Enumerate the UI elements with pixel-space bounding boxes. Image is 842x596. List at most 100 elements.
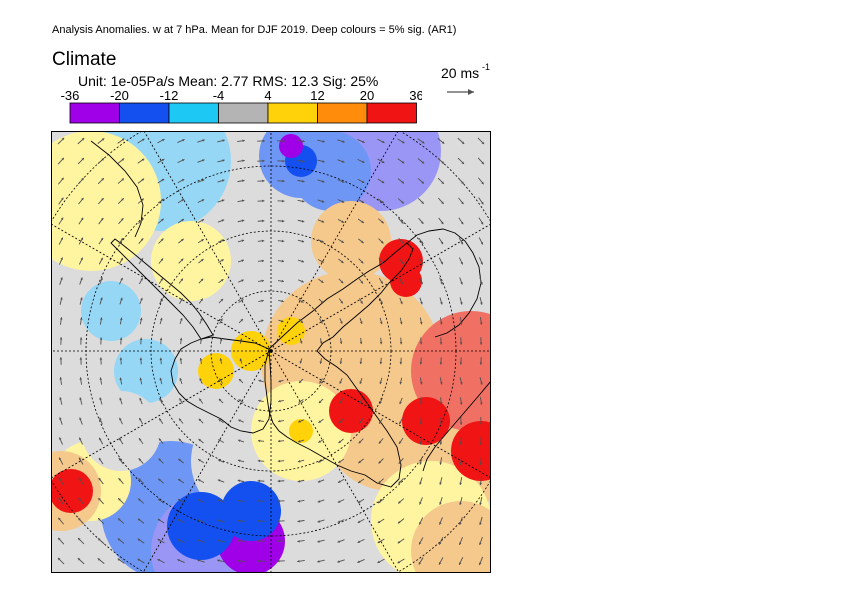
wind-arrow-head	[460, 221, 464, 225]
wind-arrow-head	[159, 377, 162, 381]
colorbar-swatch	[168, 102, 219, 124]
wind-arrow-head	[158, 458, 162, 462]
wind-arrow	[97, 558, 105, 564]
wind-arrow	[137, 198, 145, 204]
wind-arrow-head	[337, 480, 341, 483]
wind-arrow	[99, 397, 103, 405]
wind-arrow	[337, 139, 345, 143]
wind-arrow	[397, 198, 405, 204]
wind-arrow	[237, 439, 245, 443]
wind-vectors	[57, 137, 485, 566]
wind-arrow-head	[439, 322, 443, 325]
significant-region	[221, 481, 281, 541]
wind-arrow	[197, 458, 205, 464]
colorbar-swatch	[119, 102, 170, 124]
wind-arrow	[78, 217, 84, 225]
wind-arrow	[317, 539, 325, 543]
wind-arrow-head	[419, 521, 422, 525]
wind-arrow-head	[302, 179, 305, 183]
wind-arrow	[258, 299, 264, 303]
wind-arrow-head	[199, 338, 203, 341]
wind-arrow	[99, 297, 103, 305]
wind-arrow-head	[201, 179, 205, 182]
wind-arrow-head	[101, 178, 104, 181]
wind-arrow	[139, 357, 143, 365]
wind-arrow	[459, 377, 463, 385]
wind-arrow-head	[419, 342, 423, 345]
wind-arrow	[58, 457, 64, 465]
wind-arrow	[117, 558, 125, 564]
wind-arrow-head	[380, 261, 384, 264]
wind-arrow-head	[379, 361, 383, 365]
wind-arrow-head	[359, 361, 363, 365]
wind-arrow-head	[359, 401, 362, 404]
wind-arrow	[277, 159, 285, 163]
wind-arrow	[179, 337, 183, 345]
wind-arrow-head	[297, 479, 301, 483]
wind-arrow-head	[261, 319, 264, 323]
wind-arrow	[257, 159, 265, 163]
wind-arrow-head	[140, 258, 143, 261]
wind-arrow-head	[261, 299, 264, 303]
wind-arrow	[257, 259, 265, 263]
wind-arrow-head	[181, 199, 185, 202]
wind-arrow	[258, 279, 264, 283]
wind-arrow-head	[377, 540, 381, 543]
wind-arrow-head	[181, 219, 184, 222]
wind-arrow-head	[118, 478, 121, 481]
wind-arrow	[137, 138, 145, 144]
wind-arrow	[439, 297, 443, 305]
wind-arrow-head	[262, 159, 265, 163]
wind-arrow-head	[139, 417, 142, 421]
map-frame	[51, 131, 491, 573]
wind-arrow-head	[481, 201, 484, 205]
wind-arrow	[339, 358, 343, 364]
wind-arrow	[58, 477, 64, 485]
wind-arrow-head	[401, 140, 405, 144]
wind-arrow	[377, 478, 385, 484]
wind-arrow	[159, 337, 163, 345]
wind-arrow-head	[441, 141, 445, 144]
wind-arrow	[237, 479, 245, 483]
wind-arrow	[257, 239, 265, 243]
wind-arrow-head	[338, 460, 341, 463]
wind-arrow-head	[220, 318, 223, 322]
wind-arrow-head	[118, 518, 121, 521]
wind-arrow-head	[298, 400, 302, 403]
wind-arrow-head	[158, 498, 161, 502]
wind-arrow	[277, 439, 285, 443]
wind-arrow-head	[319, 361, 323, 364]
wind-arrow	[217, 459, 225, 463]
wind-arrow-head	[61, 177, 64, 181]
wind-arrow	[218, 278, 224, 284]
wind-arrow	[359, 398, 363, 404]
wind-arrow-head	[480, 221, 484, 225]
wind-arrow-head	[337, 540, 340, 543]
wind-arrow	[59, 337, 63, 345]
wind-arrow	[377, 138, 385, 144]
wind-arrow	[297, 139, 305, 143]
wind-arrow-head	[480, 241, 483, 245]
wind-arrow	[179, 357, 183, 365]
wind-arrow	[119, 297, 123, 305]
wind-arrow-head	[418, 541, 422, 545]
wind-arrow	[459, 297, 463, 305]
wind-arrow	[317, 219, 325, 223]
wind-arrow-head	[180, 278, 183, 281]
wind-arrow-head	[81, 197, 84, 201]
wind-arrow	[257, 499, 265, 503]
wind-arrow	[439, 497, 443, 505]
wind-arrow-head	[397, 560, 401, 564]
wind-arrow	[257, 519, 265, 523]
wind-arrow-head	[97, 538, 101, 541]
wind-arrow	[59, 437, 63, 445]
wind-arrow	[359, 298, 363, 304]
wind-arrow	[138, 277, 144, 285]
wind-arrow-head	[481, 141, 485, 145]
wind-arrow	[479, 456, 483, 466]
wind-arrow	[319, 358, 323, 364]
wind-arrow-head	[199, 398, 202, 402]
wind-arrow-head	[179, 418, 182, 421]
longitude-line	[51, 350, 272, 479]
wind-arrow-head	[100, 257, 103, 261]
